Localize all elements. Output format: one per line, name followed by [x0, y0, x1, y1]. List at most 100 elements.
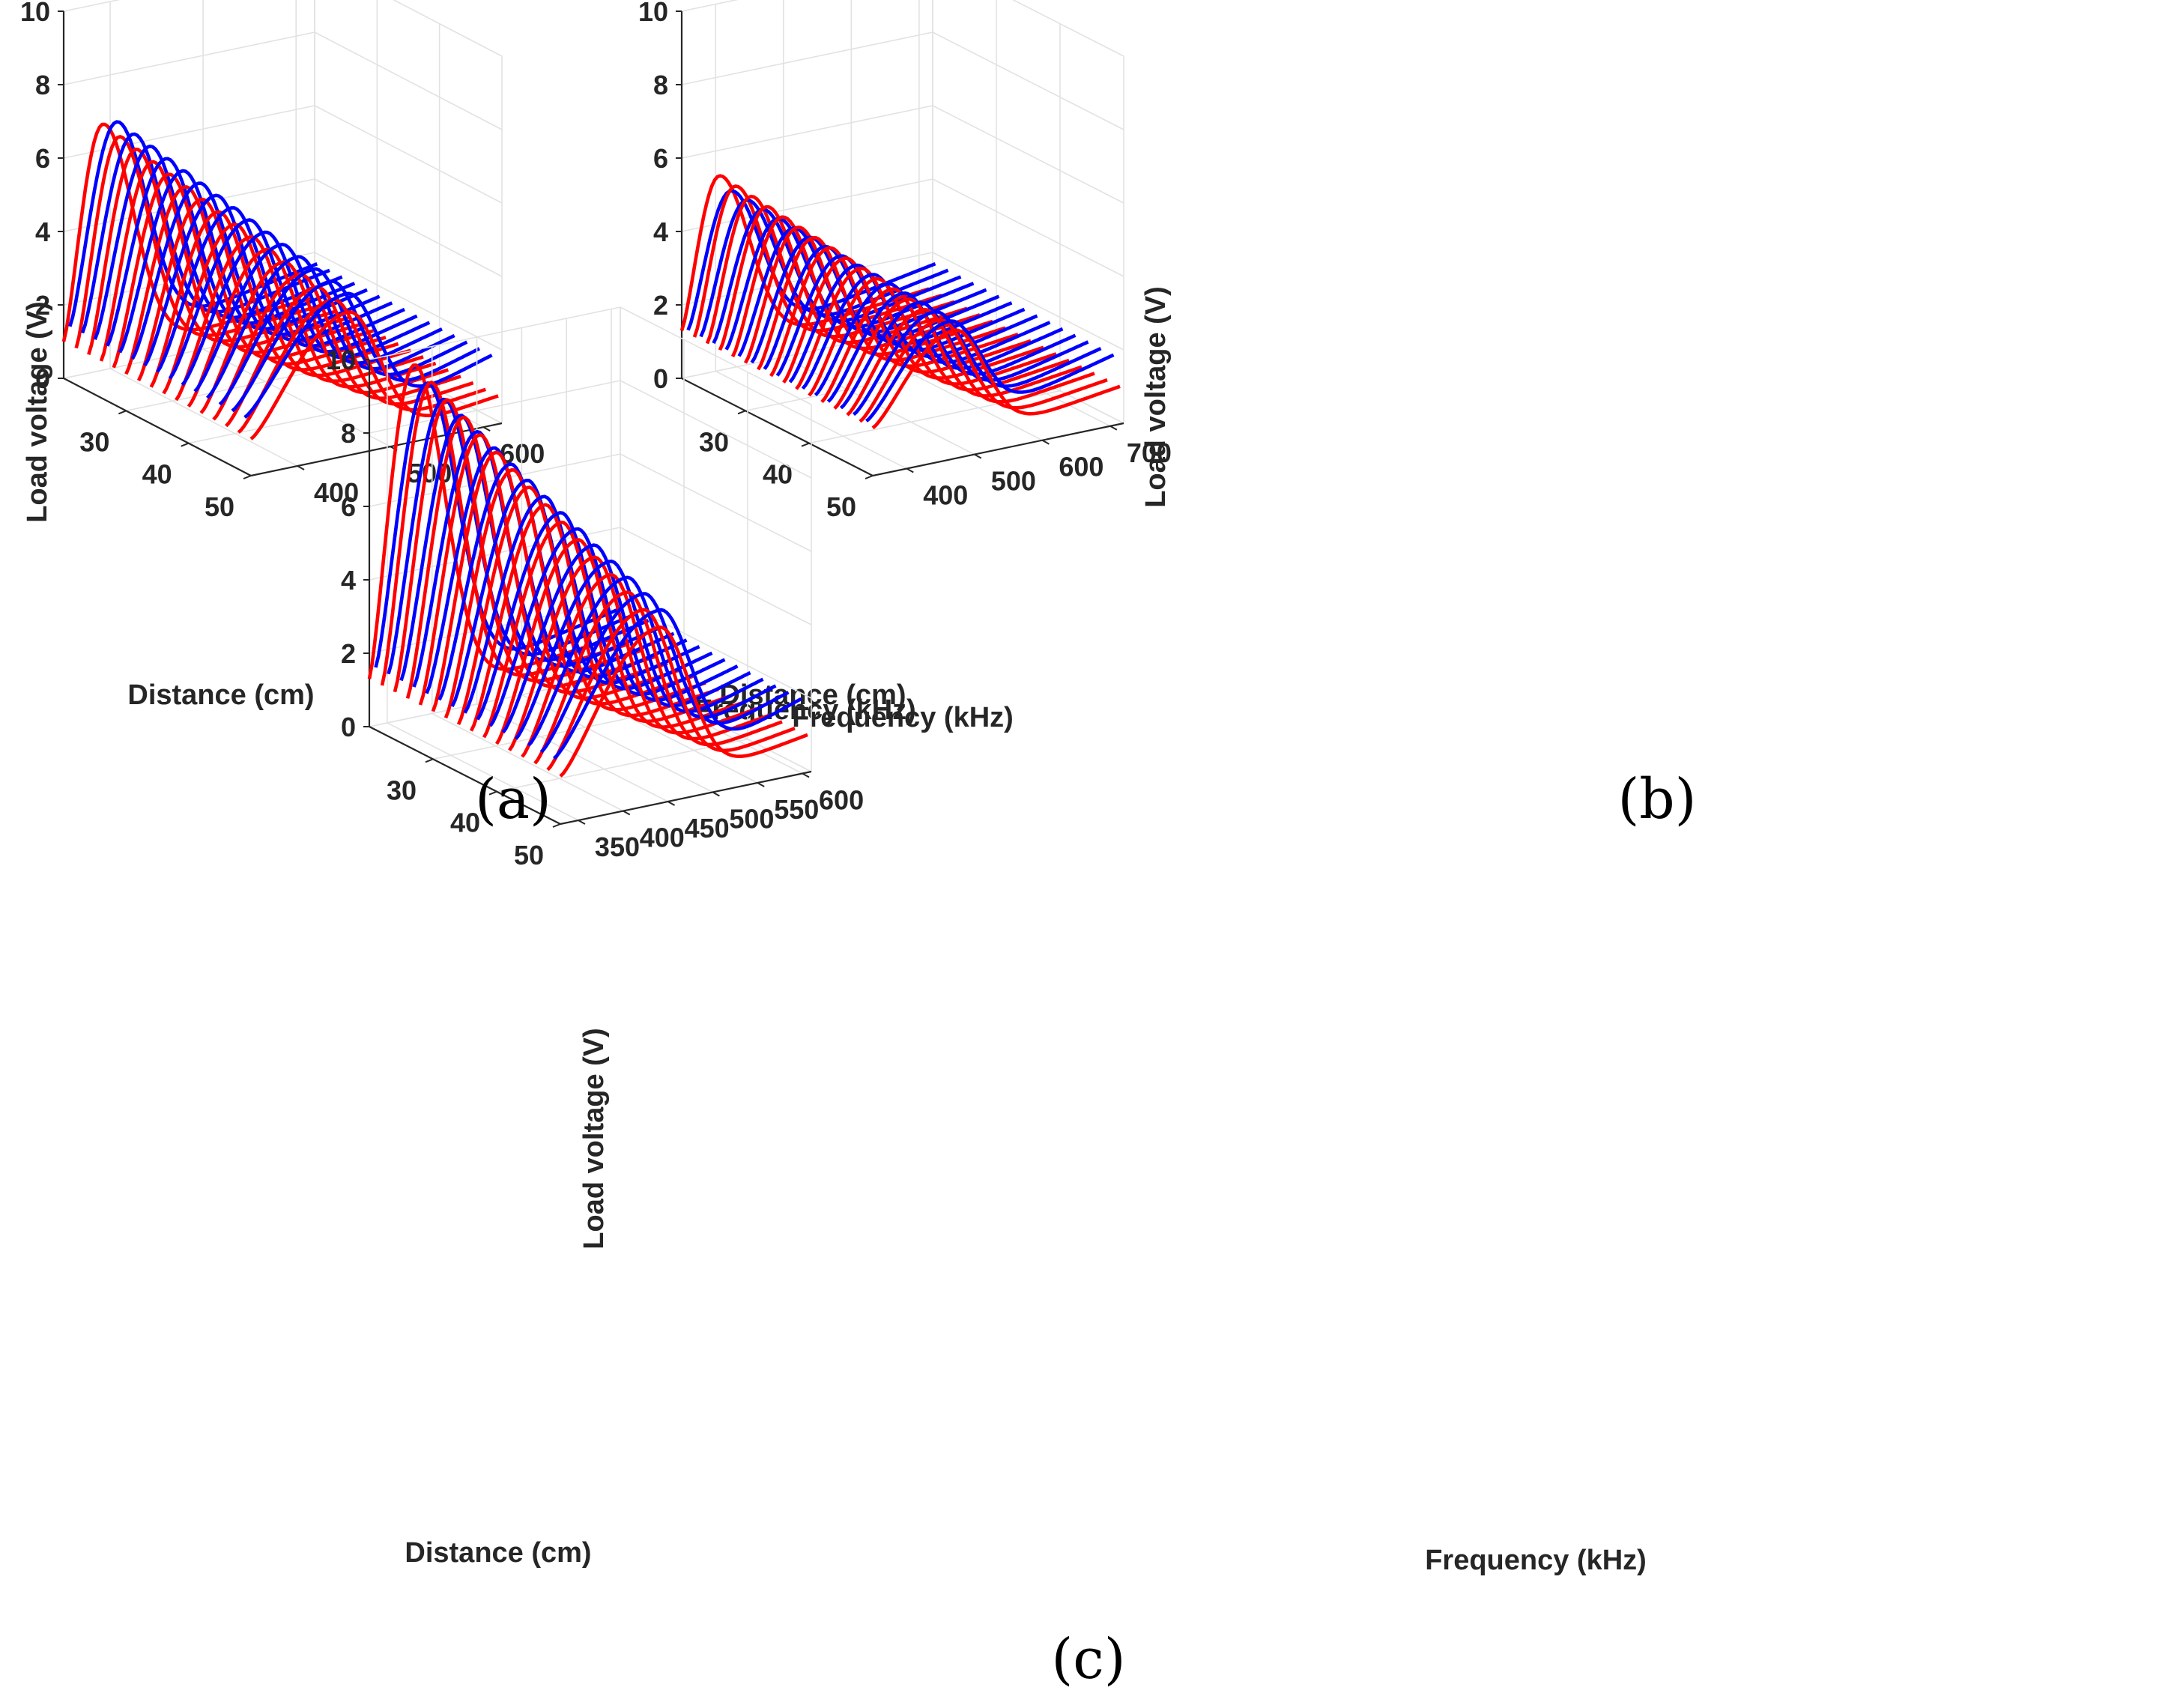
z-tick-label: 6 [35, 143, 50, 174]
grid-line [1012, 0, 1124, 57]
series-red-line [820, 287, 1070, 404]
z-axis-label: Load voltage (V) [578, 1028, 610, 1250]
y-tick-mark [482, 426, 491, 432]
grid-line [369, 306, 621, 360]
series-red-line [808, 276, 1057, 397]
series-red-line [782, 256, 1032, 384]
x-tick-mark [865, 475, 873, 479]
series-blue-line [501, 543, 751, 734]
series-blue-line [839, 300, 1089, 410]
grid-line [393, 0, 503, 57]
x-tick-label: 50 [514, 840, 544, 870]
series-red-line [871, 328, 1121, 430]
x-tick-mark [181, 442, 190, 447]
grid-line [681, 0, 739, 12]
y-tick-label: 700 [1127, 437, 1172, 468]
z-tick-label: 0 [653, 363, 668, 394]
series-red-line [443, 467, 694, 719]
series-blue-line [814, 282, 1064, 396]
z-tick-label: 6 [341, 491, 356, 522]
series-red-line [833, 297, 1083, 410]
x-tick-mark [737, 410, 746, 415]
series-red-line [795, 266, 1044, 390]
series-red-line [743, 225, 993, 364]
series-blue-line [775, 254, 1026, 377]
z-tick-label: 10 [326, 345, 356, 375]
y-tick-mark [297, 465, 305, 470]
series-red-line [859, 318, 1108, 423]
z-tick-label: 8 [341, 418, 356, 449]
y-tick-mark [623, 810, 631, 816]
x-tick-label: 40 [450, 808, 480, 838]
x-tick-label: 50 [205, 491, 234, 522]
series-red-line [99, 160, 349, 362]
panel-a-label: (a) [475, 767, 551, 832]
series-blue-line [206, 255, 455, 399]
curves [367, 363, 808, 778]
z-axis-label: Load voltage (V) [1140, 286, 1172, 508]
axes [368, 360, 812, 826]
grid-line [109, 368, 298, 467]
x-tick-label: 30 [699, 426, 729, 457]
grid-line [314, 105, 503, 204]
grid-line [387, 722, 579, 821]
y-tick-mark [578, 820, 586, 825]
x-axis-line [63, 378, 252, 476]
grid-line [620, 306, 812, 405]
x-tick-mark [552, 823, 561, 828]
series-red-line [546, 608, 796, 772]
grid-line [681, 105, 933, 159]
z-tick-label: 4 [653, 216, 668, 247]
y-tick-label: 400 [314, 477, 359, 508]
series-blue-line [737, 226, 987, 357]
grid-line [63, 105, 315, 159]
x-tick-label: 50 [826, 491, 856, 522]
grid-line [932, 31, 1124, 130]
x-tick-mark [488, 790, 497, 796]
series-blue-line [514, 559, 764, 740]
series-red-line [136, 197, 387, 381]
y-tick-mark [802, 772, 810, 778]
y-tick-label: 500 [991, 466, 1036, 497]
z-tick-label: 0 [35, 363, 50, 394]
series-blue-line [852, 309, 1102, 417]
grid-line [63, 0, 121, 12]
x-axis-label: Distance (cm) [127, 679, 314, 711]
grid-line [620, 527, 812, 626]
series-red-line [249, 310, 499, 440]
z-tick-label: 2 [35, 290, 50, 321]
series-red-line [521, 572, 770, 758]
series-red-line [187, 247, 437, 408]
y-tick-label: 450 [685, 813, 730, 844]
series-red-line [212, 273, 461, 421]
z-tick-label: 4 [35, 216, 50, 247]
series-blue-line [243, 291, 493, 419]
y-tick-mark [974, 453, 982, 459]
series-blue-line [801, 273, 1051, 390]
x-tick-mark [118, 410, 127, 415]
x-tick-label: 40 [763, 459, 793, 490]
grid-line [620, 380, 812, 479]
series-blue-line [865, 319, 1115, 423]
y-axis-label: Frequency (kHz) [1425, 1545, 1647, 1576]
series-blue-line [539, 592, 790, 754]
series-blue-line [826, 291, 1077, 403]
x-tick-label: 40 [142, 459, 172, 490]
z-tick-label: 6 [653, 143, 668, 174]
x-tick-mark [801, 442, 810, 447]
y-tick-mark [757, 782, 765, 787]
z-tick-label: 8 [653, 70, 668, 100]
grid-line [620, 453, 812, 552]
grid-line [681, 178, 933, 232]
y-axis-line [872, 422, 1124, 477]
z-tick-label: 2 [653, 290, 668, 321]
z-tick-label: 0 [341, 712, 356, 742]
panel-b-label: (b) [1617, 767, 1696, 832]
y-tick-mark [1041, 439, 1050, 445]
y-tick-mark [712, 791, 720, 797]
grid-line [521, 694, 713, 793]
series-blue-line [399, 414, 650, 682]
y-tick-label: 350 [595, 832, 640, 862]
series-blue-line [527, 575, 777, 747]
